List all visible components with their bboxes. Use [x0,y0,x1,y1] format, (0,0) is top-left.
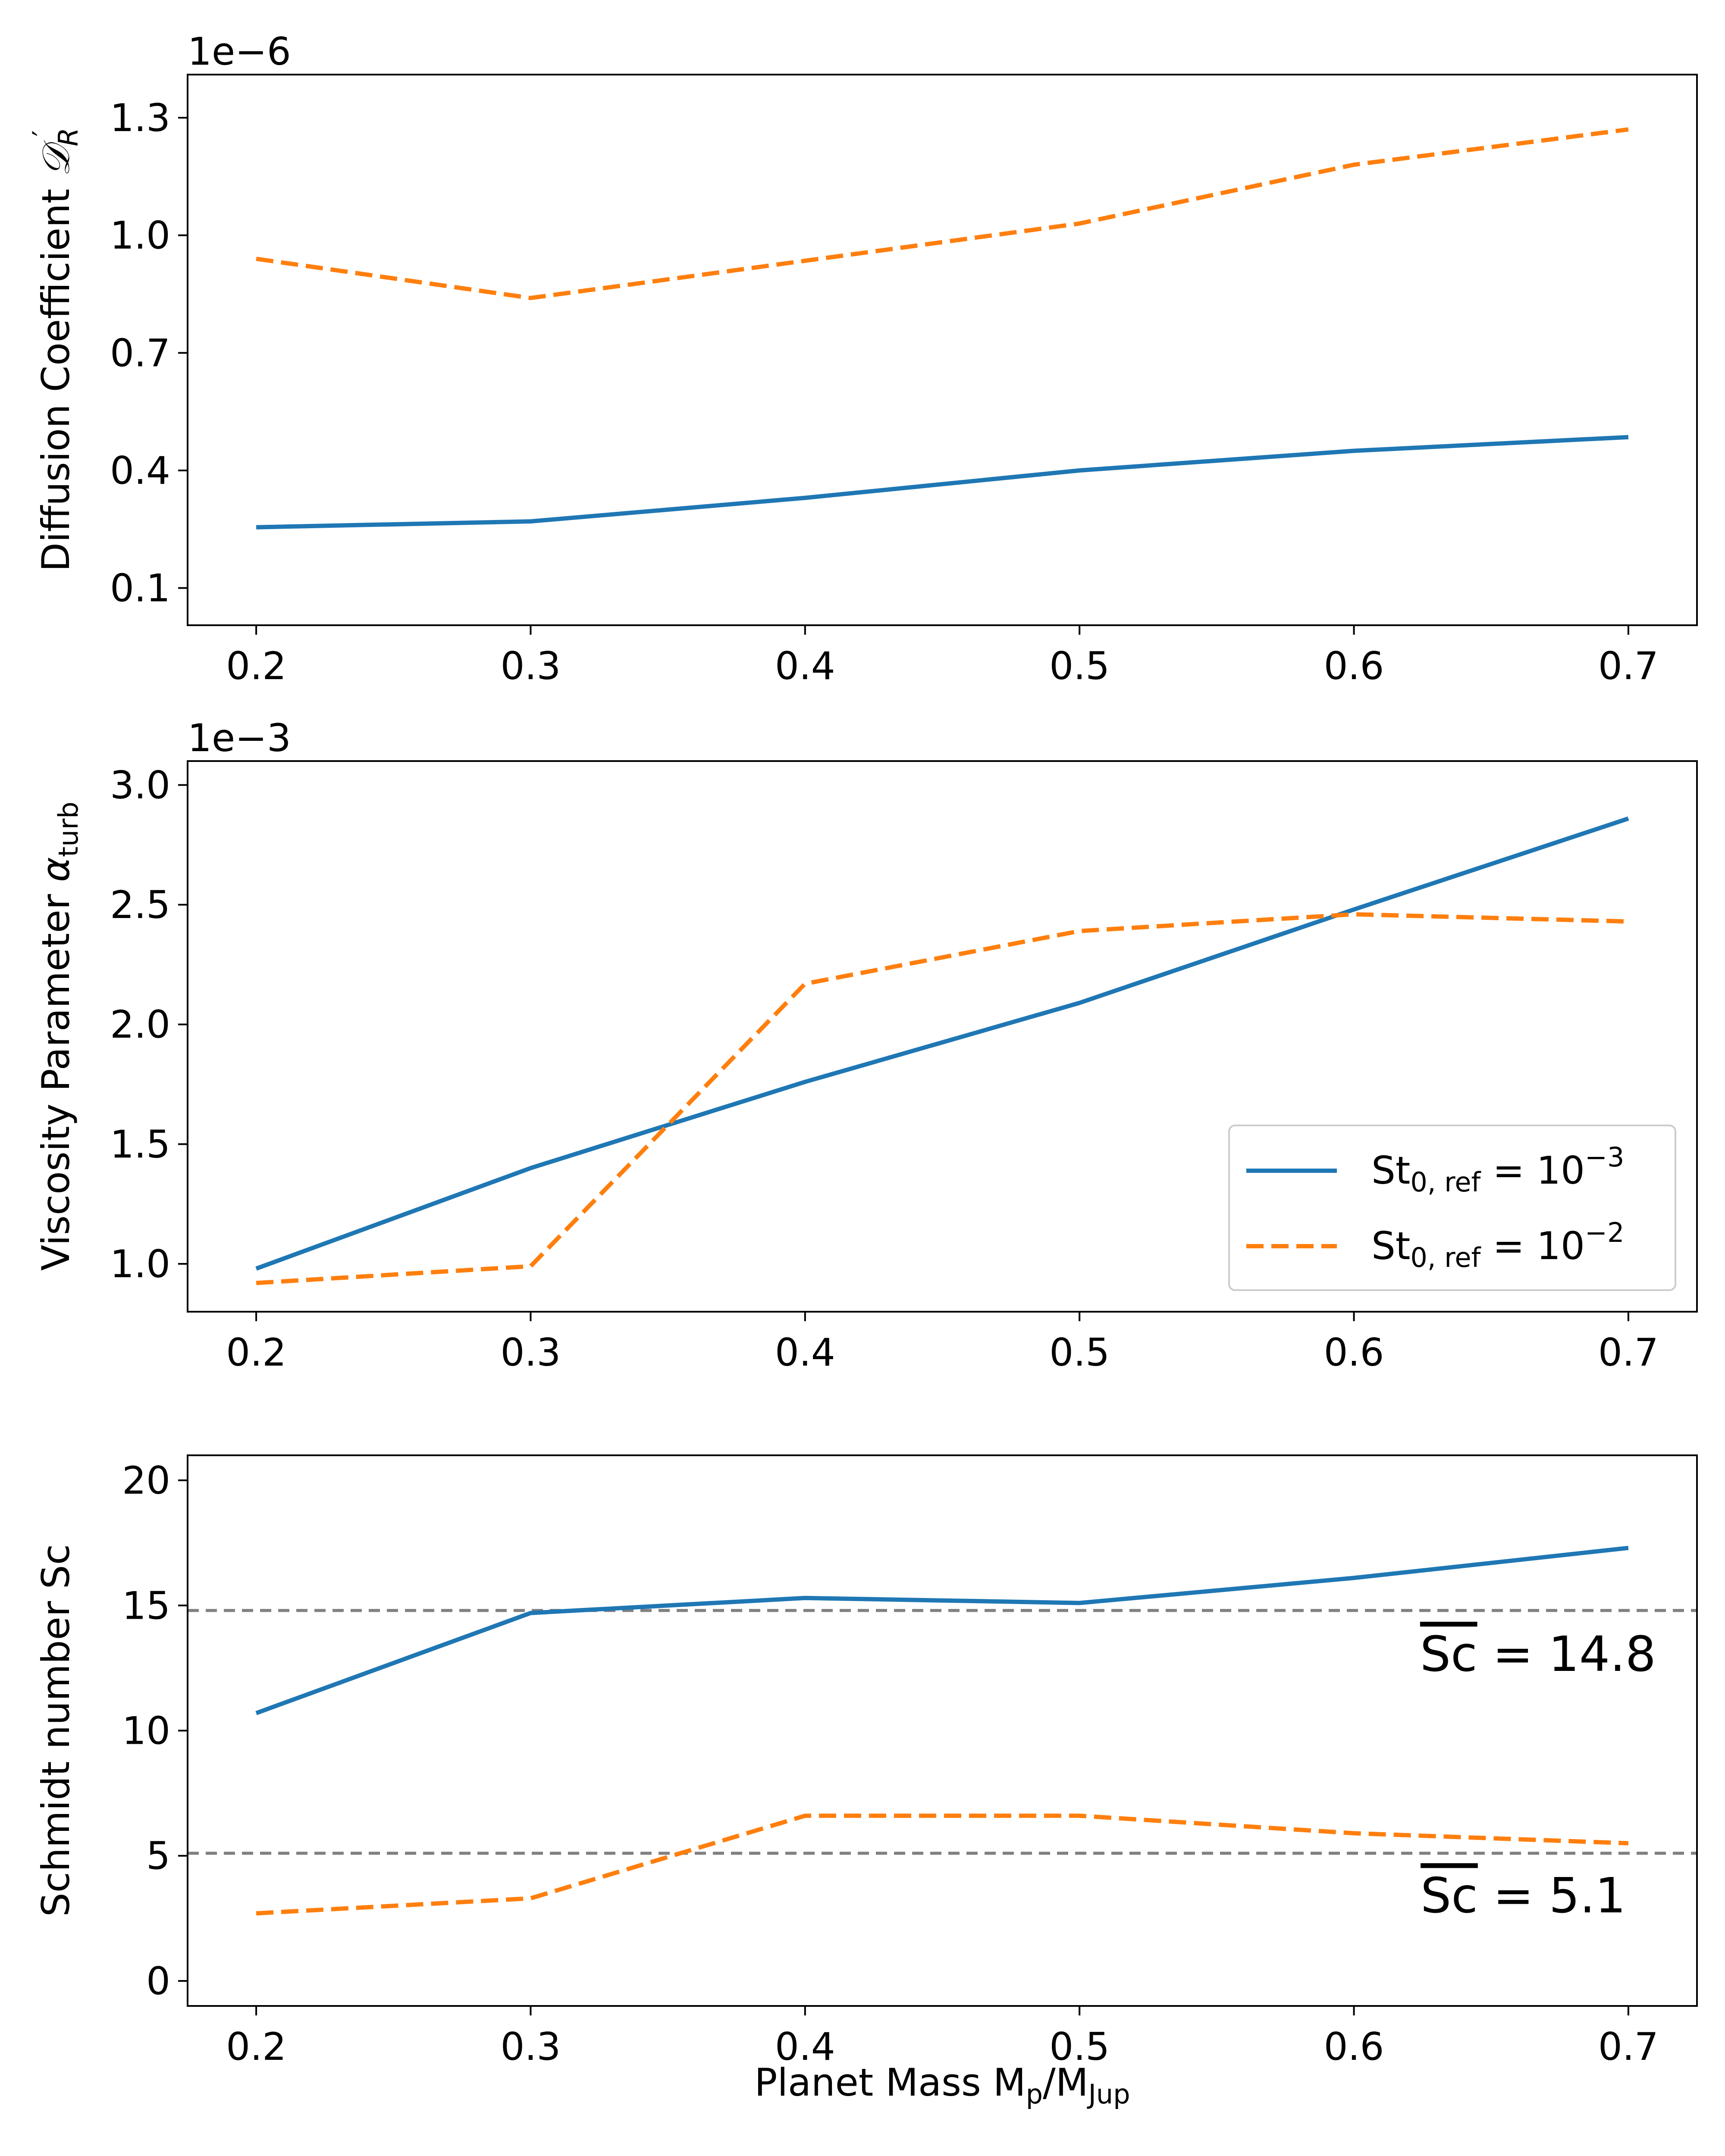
p2-xtick-label: 0.5 [1049,1330,1110,1375]
p2-ylabel: Viscosity Parameter αturb [34,802,84,1271]
legend-frame [1228,1125,1676,1291]
p3-ylabel: Schmidt number Sc [34,1544,78,1917]
p1-offset-label: 1e−6 [188,29,291,74]
p1-xtick-label: 0.7 [1598,644,1659,688]
legend: St0, ref = 10−3 St0, ref = 10−2 [1228,1125,1676,1291]
p3-xtick-label: 0.6 [1324,2024,1384,2069]
p3-hlines [188,1609,1697,1855]
p2-ytick-label: 2.5 [110,883,170,927]
p2-ytick-label: 1.0 [110,1242,170,1286]
p1-ytick-label: 1.0 [110,213,170,258]
p2-xtick-label: 0.7 [1598,1330,1659,1375]
p1-xtick-label: 0.2 [226,644,286,688]
p1-yticks: 0.1 0.4 0.7 1.0 1.3 [110,96,188,611]
p2-xtick-label: 0.2 [226,1330,286,1375]
p2-ytick-label: 1.5 [110,1122,170,1166]
p1-xtick-label: 0.3 [500,644,561,688]
p2-series-st-1e-2-line [256,912,1629,1285]
p1-axes-frame [187,74,1698,626]
hline-label-2: Sc = 5.1 [1421,1868,1626,1924]
p1-xtick-label: 0.5 [1049,644,1110,688]
hline-label-1: Sc = 14.8 [1420,1626,1656,1683]
legend-label-2: St0, ref = 10−2 [1371,1217,1624,1273]
p3-ytick-label: 10 [122,1709,170,1753]
p2-axes-frame [187,760,1698,1313]
p3-yticks: 0 5 10 15 20 [122,1458,188,2003]
p2-ytick-label: 3.0 [110,763,170,808]
p2-xtick-label: 0.4 [775,1330,835,1375]
p3-xtick-label: 0.3 [500,2024,561,2069]
panel-diffusion: 0.2 0.3 0.4 0.5 0.6 0.7 0.10.40.71.01.3 1e−6 … [27,29,1698,688]
p3-xtick-label: 0.2 [226,2024,286,2069]
p2-xtick-label: 0.3 [500,1330,561,1375]
p3-ytick-label: 15 [122,1583,170,1628]
p3-xtick-label: 0.4 [775,2024,835,2069]
p1-ytick-label: 0.4 [110,448,170,493]
p2-series-st-1e-3-line [255,816,1629,1271]
p1-series-st-1e-2-line [256,127,1629,301]
p2-yticks: 1.0 1.5 2.0 2.5 3.0 [110,763,188,1286]
p2-offset-label: 1e−3 [188,716,291,760]
p3-xtick-label: 0.7 [1598,2024,1659,2069]
p3-xtick-label: 0.5 [1049,2024,1110,2069]
panel-viscosity: 0.2 0.3 0.4 0.5 0.6 0.7 1.01.52.02.53.0 1e−3 … [34,716,1698,1375]
p1-series [256,127,1629,530]
p2-xticks: 0.2 0.3 0.4 0.5 0.6 0.7 [226,1312,1659,1375]
p2-xtick-label: 0.6 [1324,1330,1384,1375]
p1-xticks: 0.2 0.3 0.4 0.5 0.6 0.7 [226,625,1659,688]
p3-ytick-label: 5 [146,1834,170,1878]
p1-series-st-1e-3-line [256,435,1629,530]
p2-ytick-label: 2.0 [110,1003,170,1047]
panel-schmidt: 0.2 0.3 0.4 0.5 0.6 0.7 0 5 10 15 20 Schmidt numb… [34,1454,1698,2069]
legend-label-1: St0, ref = 10−3 [1371,1141,1624,1198]
p2-series [255,816,1629,1285]
p3-series [255,1545,1629,1916]
p3-series-st-1e-3-line [255,1545,1629,1715]
p1-xtick-label: 0.6 [1324,644,1384,688]
p1-ytick-label: 1.3 [110,96,170,140]
p1-ylabel: Diffusion Coefficient 𝒟R′ [27,128,84,572]
p3-series-st-1e-2-line [256,1813,1629,1916]
p1-ytick-label: 0.7 [110,331,170,375]
p3-ytick-label: 20 [122,1458,170,1503]
p1-ytick-label: 0.1 [110,566,170,611]
p3-xticks: 0.2 0.3 0.4 0.5 0.6 0.7 [226,2006,1659,2069]
p1-xtick-label: 0.4 [775,644,835,688]
x-axis-label: Planet Mass Mp/MJup [754,2060,1130,2110]
p3-ytick-label: 0 [146,1959,170,2003]
